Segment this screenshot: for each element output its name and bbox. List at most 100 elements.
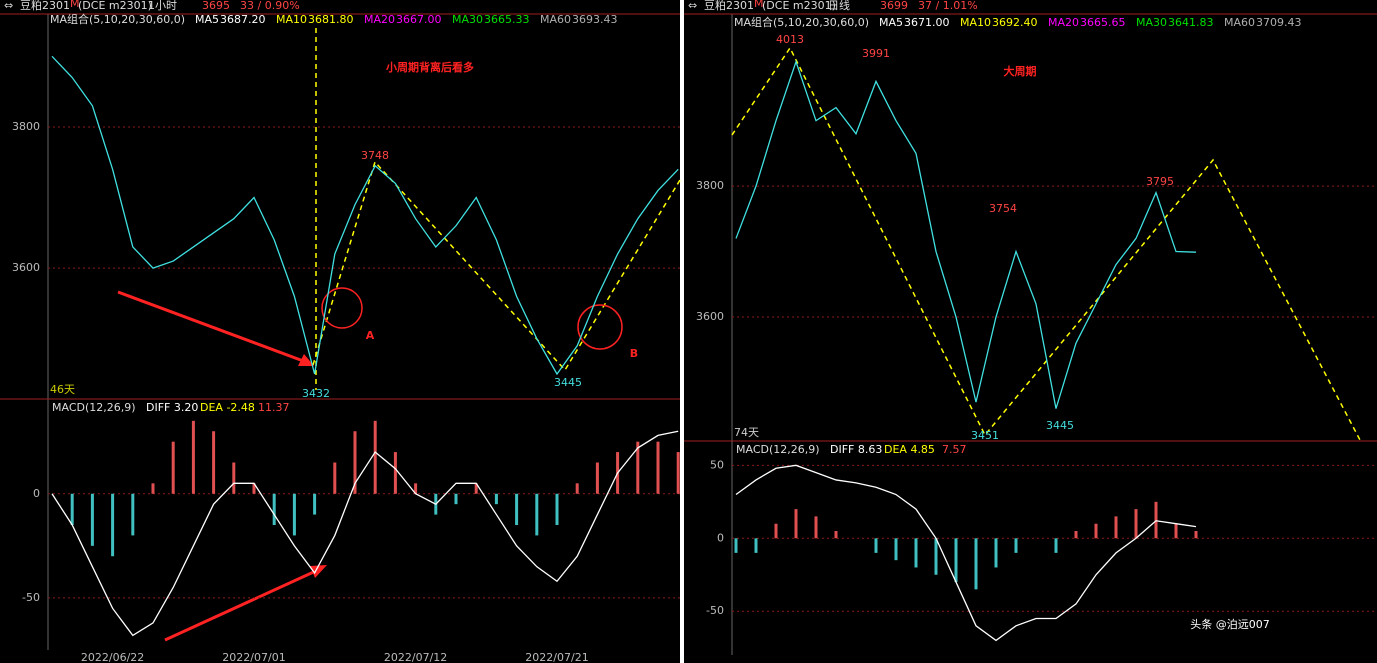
y-tick-label: 50 [710,458,724,471]
macd-bar [1094,523,1098,539]
sup: M [70,0,80,10]
diff-line [735,464,1197,642]
sup: M [754,0,764,10]
trend-line [312,160,681,372]
annotation: 4013 [776,33,804,46]
macd-bar [656,441,660,494]
annotation: 3432 [302,387,330,400]
macd-diff: DIFF 8.63 [830,443,882,456]
symbol: 豆粕2301 [20,0,70,12]
y-tick-label: 3800 [12,120,40,133]
x-tick-label: 2022/07/21 [525,651,588,663]
annotation: 46天 [50,383,75,396]
ma-value: 3665.33 [484,13,530,26]
ma-value: 3692.40 [992,16,1038,29]
macd-bar [333,462,337,494]
contract: (DCE m2301) [78,0,152,12]
macd-bar [555,493,559,525]
annotation: 3748 [361,149,389,162]
ma-value: 3709.43 [1256,16,1302,29]
ma-name: MA10 [276,13,307,26]
macd-bar [393,452,397,494]
macd-bar [1174,523,1178,539]
macd-bar [171,441,175,494]
macd-bar [894,538,898,561]
macd-bar [515,493,519,525]
right-panel-bg [684,0,1377,663]
macd-bar [914,538,918,568]
ma-name: MA20 [364,13,395,26]
macd-bar [212,431,216,494]
macd-dea: DEA -2.48 [200,401,255,414]
macd-bar [814,516,818,539]
macd-bar [414,483,418,494]
ma-name: MA20 [1048,16,1079,29]
period: 日线 [828,0,850,12]
annotation: 3445 [554,376,582,389]
macd-bar [676,452,680,494]
y-tick-label: 0 [33,487,40,500]
macd-bar [834,530,838,539]
macd-diff: DIFF 3.20 [146,401,198,414]
macd-bar [954,538,958,583]
contract: (DCE m2301) [762,0,836,12]
ma-name: MA5 [195,13,219,26]
macd-bar [494,493,498,505]
ma-name: MA10 [960,16,991,29]
circle [577,304,623,350]
ma-value: 3687.20 [220,13,266,26]
macd-bar [474,483,478,494]
macd-bar [636,441,640,494]
ma-value: 3671.00 [904,16,950,29]
macd-bar [111,493,115,557]
macd-bar [90,493,94,546]
price: 3699 [880,0,908,12]
ma-value: 3693.43 [572,13,618,26]
ma-value: 3641.83 [1168,16,1214,29]
macd-label: MACD(12,26,9) [736,443,820,456]
macd-value: 11.37 [258,401,290,414]
ma-name: MA30 [452,13,483,26]
annotation: 3795 [1146,175,1174,188]
change: 37 / 1.01% [918,0,978,12]
ma-name: MA30 [1136,16,1167,29]
macd-bar [1134,509,1138,539]
macd-dea: DEA 4.85 [884,443,935,456]
macd-bar [1154,501,1158,539]
annotation: A [366,329,375,342]
macd-bar [353,431,357,494]
arrow-head [310,565,327,578]
icon: ⇔ [688,0,697,12]
annotation: B [630,347,638,360]
price: 3695 [202,0,230,12]
macd-bar [1074,530,1078,539]
annotation: 74天 [734,426,759,439]
annotation: 3445 [1046,419,1074,432]
macd-bar [1054,538,1058,553]
x-tick-label: 2022/07/01 [222,651,285,663]
macd-bar [774,523,778,539]
annotation: 3991 [862,47,890,60]
y-tick-label: 0 [717,531,724,544]
macd-bar [313,493,317,515]
ma-value: 3667.00 [396,13,442,26]
ma-label: MA组合(5,10,20,30,60,0) [734,15,869,29]
macd-label: MACD(12,26,9) [52,401,136,414]
price-line [51,55,679,376]
macd-bar [994,538,998,568]
circle [321,287,363,329]
macd-bar [575,483,579,494]
macd-bar [292,493,296,536]
icon: ⇔ [4,0,13,12]
macd-bar [595,462,599,494]
ma-label: MA组合(5,10,20,30,60,0) [50,12,185,26]
macd-bar [874,538,878,553]
macd-bar [1194,530,1198,539]
macd-bar [1114,516,1118,539]
macd-bar [70,493,74,525]
macd-value: 7.57 [942,443,967,456]
ma-value: 3681.80 [308,13,354,26]
macd-bar [131,493,135,536]
macd-bar [934,538,938,575]
